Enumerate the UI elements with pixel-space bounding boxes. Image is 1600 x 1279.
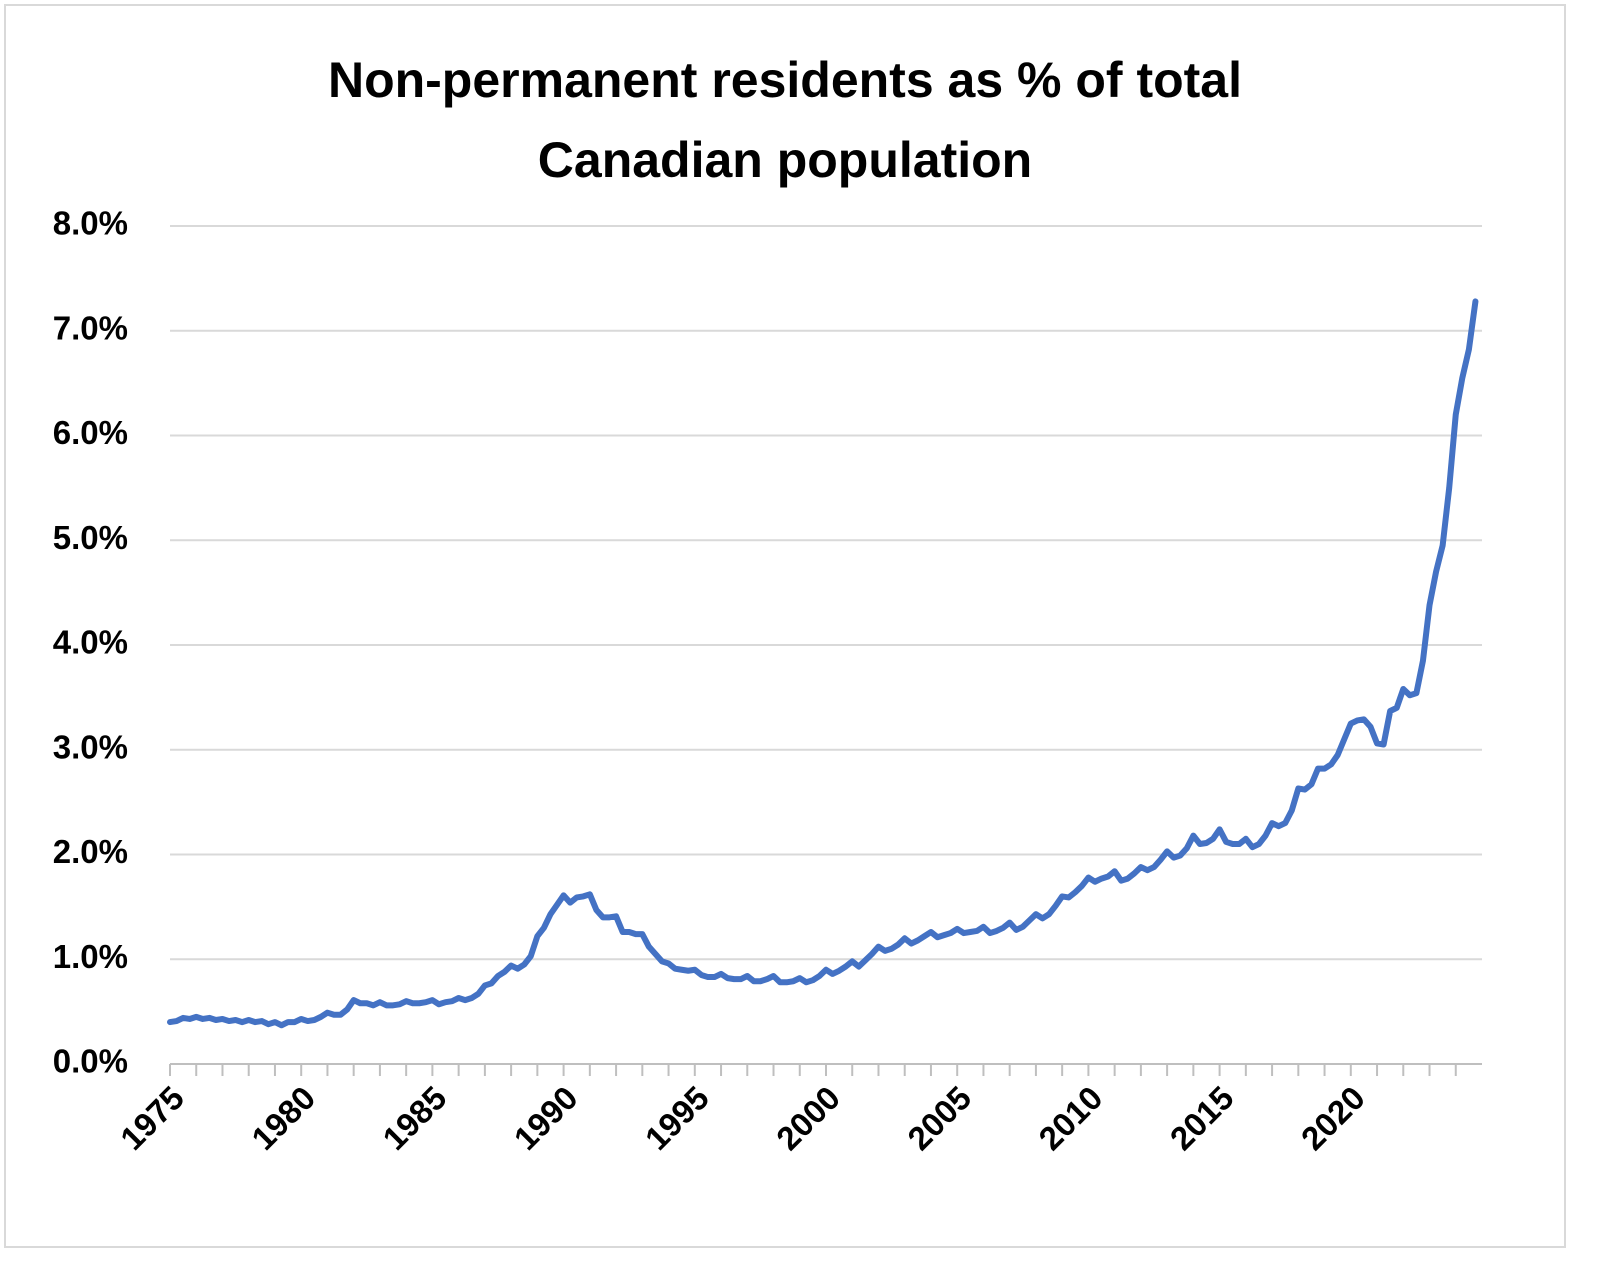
y-tick-label: 7.0% bbox=[53, 309, 128, 346]
x-tick-label: 2020 bbox=[1294, 1079, 1372, 1157]
data-line bbox=[167, 298, 1479, 1029]
y-tick-label: 4.0% bbox=[53, 624, 128, 661]
x-tick-label: 1980 bbox=[244, 1079, 322, 1157]
chart-border bbox=[4, 4, 1566, 1248]
y-tick-label: 8.0% bbox=[53, 205, 128, 242]
y-tick-label: 3.0% bbox=[53, 728, 128, 765]
x-tick-label: 2005 bbox=[900, 1079, 978, 1157]
x-tick-label: 2015 bbox=[1163, 1079, 1241, 1157]
x-tick-label: 1995 bbox=[638, 1079, 716, 1157]
x-tick-label: 1975 bbox=[113, 1079, 191, 1157]
x-tick-label: 2000 bbox=[769, 1079, 847, 1157]
x-tick-label: 1990 bbox=[507, 1079, 585, 1157]
y-tick-label: 5.0% bbox=[53, 519, 128, 556]
chart-title: Non-permanent residents as % of total Ca… bbox=[327, 52, 1243, 188]
y-tick-label: 1.0% bbox=[53, 938, 128, 975]
y-tick-label: 6.0% bbox=[53, 414, 128, 451]
y-tick-label: 2.0% bbox=[53, 833, 128, 870]
y-tick-label: 0.0% bbox=[53, 1043, 128, 1080]
x-tick-label: 2010 bbox=[1031, 1079, 1109, 1157]
x-tick-label: 1985 bbox=[375, 1079, 453, 1157]
